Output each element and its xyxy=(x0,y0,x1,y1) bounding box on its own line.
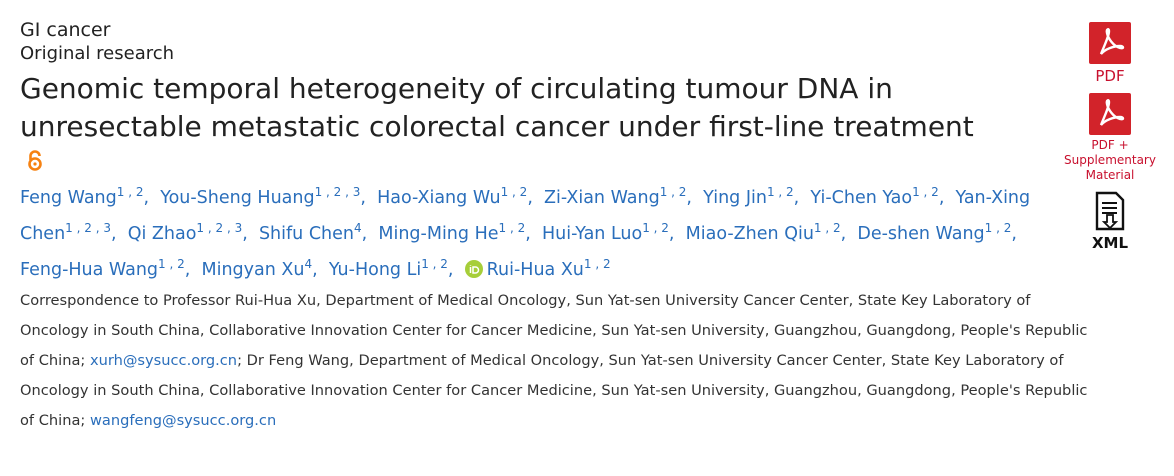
author-name[interactable]: Ming-Ming He xyxy=(378,224,499,244)
affiliation-refs: 1 , 2 xyxy=(421,257,448,271)
separator: , xyxy=(143,188,150,208)
author: Yu-Hong Li1 , 2, xyxy=(328,257,454,280)
orcid-icon[interactable] xyxy=(464,259,483,278)
separator: , xyxy=(525,224,531,244)
affiliation-refs: 1 , 2 xyxy=(984,221,1012,235)
author: Shifu Chen4, xyxy=(258,221,368,244)
author-name[interactable]: You-Sheng Huang xyxy=(160,188,315,208)
orcid-badge xyxy=(464,259,483,278)
author: Miao-Zhen Qiu1 , 2, xyxy=(685,221,847,244)
affiliation-refs: 1 , 2 xyxy=(500,185,528,199)
pdf-icon xyxy=(1089,93,1131,135)
separator: , xyxy=(447,260,454,280)
affiliation-refs: 1 , 2 xyxy=(642,221,669,235)
author-name[interactable]: Qi Zhao xyxy=(127,224,197,244)
author: Qi Zhao1 , 2 , 3, xyxy=(127,221,248,244)
correspondence: Correspondence to Professor Rui-Hua Xu, … xyxy=(20,286,1090,436)
email-link[interactable]: xurh@sysucc.org.cn xyxy=(89,352,238,369)
pdf-label: PDF xyxy=(1095,67,1125,85)
correspondence-text: Correspondence to Professor Rui-Hua Xu, … xyxy=(20,292,1088,369)
affiliation-refs: 1 , 2 xyxy=(813,221,841,235)
author: Yi-Chen Yao1 , 2, xyxy=(810,185,945,208)
author: De-shen Wang1 , 2, xyxy=(857,221,1017,244)
orcid-glyph xyxy=(469,264,479,274)
article-type: Original research xyxy=(20,43,175,64)
affiliation-refs: 1 , 2 xyxy=(116,185,144,199)
correspondence-text: ; Dr Feng Wang, Department of Medical On… xyxy=(20,352,1088,429)
author-name[interactable]: Yi-Chen Yao xyxy=(810,188,913,208)
affiliation-refs: 1 , 2 xyxy=(583,257,611,271)
separator: , xyxy=(840,224,847,244)
separator: , xyxy=(360,188,366,208)
affiliation-refs: 1 , 2 xyxy=(659,185,687,199)
separator: , xyxy=(938,188,945,208)
author-list: Feng Wang1 , 2, You-Sheng Huang1 , 2 , 3… xyxy=(20,180,1070,288)
author-name[interactable]: Zi-Xian Wang xyxy=(544,188,660,208)
affiliation-refs: 4 xyxy=(354,221,362,235)
xml-label: XML xyxy=(1091,234,1129,252)
author: Feng Wang1 , 2, xyxy=(20,185,150,208)
author: Yan-Xing Chen1 , 2 , 3, xyxy=(20,188,1030,244)
author-name[interactable]: Hao-Xiang Wu xyxy=(377,188,501,208)
download-sidebar: PDF PDF + Supplementary Material XML xyxy=(1060,22,1160,252)
affiliation-refs: 1 , 2 xyxy=(766,185,794,199)
separator: , xyxy=(686,188,692,208)
xml-button[interactable]: XML xyxy=(1060,191,1160,252)
author: Ying Jin1 , 2, xyxy=(703,185,800,208)
author: Mingyan Xu4, xyxy=(201,257,318,280)
author-name[interactable]: Rui-Hua Xu xyxy=(486,260,584,280)
pdf-icon xyxy=(1089,22,1131,64)
affiliation-refs: 1 , 2 xyxy=(158,257,185,271)
email-link[interactable]: wangfeng@sysucc.org.cn xyxy=(89,412,277,429)
author: You-Sheng Huang1 , 2 , 3, xyxy=(160,185,366,208)
affiliation-refs: 1 , 2 , 3 xyxy=(65,221,111,235)
xml-icon xyxy=(1095,191,1125,231)
article-header: GI cancer Original research Genomic temp… xyxy=(20,18,1087,436)
author-name[interactable]: Feng-Hua Wang xyxy=(20,260,159,280)
pdf-supplementary-button[interactable]: PDF + Supplementary Material xyxy=(1060,93,1160,183)
affiliation-refs: 1 , 2 , 3 xyxy=(314,185,361,199)
affiliation-refs: 1 , 2 xyxy=(912,185,939,199)
article-title: Genomic temporal heterogeneity of circul… xyxy=(20,72,974,143)
author-name[interactable]: De-shen Wang xyxy=(857,224,985,244)
separator: , xyxy=(361,224,368,244)
pdf-supplementary-label: PDF + Supplementary Material xyxy=(1064,138,1156,182)
author-name[interactable]: Hui-Yan Luo xyxy=(541,224,643,244)
author-name[interactable]: Miao-Zhen Qiu xyxy=(685,224,814,244)
pdf-button[interactable]: PDF xyxy=(1060,22,1160,85)
affiliation-refs: 4 xyxy=(304,257,313,271)
separator: , xyxy=(242,224,248,244)
author: Rui-Hua Xu1 , 2 xyxy=(486,257,611,280)
section[interactable]: GI cancer xyxy=(20,19,111,41)
author: Hao-Xiang Wu1 , 2, xyxy=(377,185,533,208)
separator: , xyxy=(793,188,800,208)
author-name[interactable]: Yan-Xing Chen xyxy=(20,188,1031,244)
open-access-icon xyxy=(28,150,42,171)
separator: , xyxy=(527,188,533,208)
author: Feng-Hua Wang1 , 2, xyxy=(20,257,191,280)
author-name[interactable]: Feng Wang xyxy=(20,188,117,208)
author: Zi-Xian Wang1 , 2, xyxy=(544,185,692,208)
author-name[interactable]: Shifu Chen xyxy=(258,224,354,244)
separator: , xyxy=(668,224,675,244)
affiliation-refs: 1 , 2 , 3 xyxy=(196,221,243,235)
author-name[interactable]: Yu-Hong Li xyxy=(328,260,422,280)
author: Ming-Ming He1 , 2, xyxy=(378,221,531,244)
author-name[interactable]: Mingyan Xu xyxy=(201,260,305,280)
author-name[interactable]: Ying Jin xyxy=(703,188,767,208)
affiliation-refs: 1 , 2 xyxy=(498,221,526,235)
separator: , xyxy=(312,260,318,280)
separator: , xyxy=(1011,224,1017,244)
separator: , xyxy=(110,224,117,244)
author: Hui-Yan Luo1 , 2, xyxy=(541,221,675,244)
separator: , xyxy=(184,260,191,280)
